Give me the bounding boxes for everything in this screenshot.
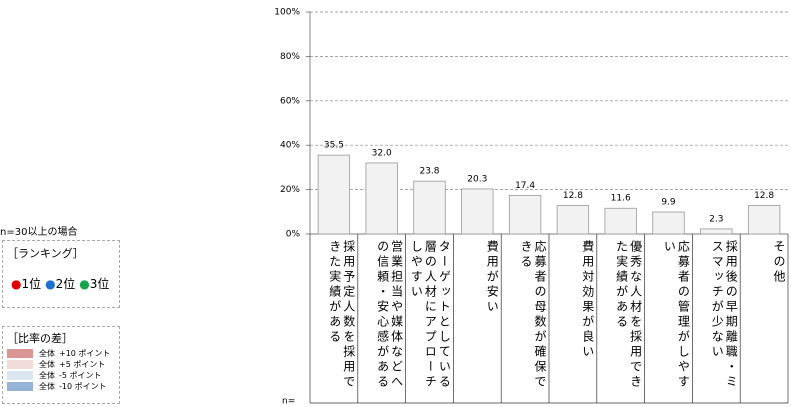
diff-row: 全体 +5 ポイント bbox=[7, 359, 119, 370]
note: n=30以上の場合 bbox=[0, 227, 78, 238]
value-label: 35.5 bbox=[324, 141, 344, 151]
bar bbox=[461, 188, 494, 235]
diff-swatch bbox=[7, 360, 33, 369]
n-label: n= bbox=[282, 397, 295, 407]
rank-dot: ● bbox=[79, 277, 90, 291]
x-tick-label: 採用後の早期離職・ミスマッチが少ない bbox=[710, 240, 739, 390]
value-label: 17.4 bbox=[515, 181, 535, 191]
diff-row: 全体 -5 ポイント bbox=[7, 370, 119, 381]
rank-label: 1位 bbox=[21, 277, 42, 291]
y-tick-label: 100% bbox=[274, 8, 300, 18]
y-tick-label: 80% bbox=[280, 52, 300, 62]
diff-label: +10 ポイント bbox=[59, 349, 111, 358]
x-tick-label: 応募者の管理がしやすい bbox=[662, 240, 691, 390]
x-tick-label: 採用予定人数を採用できた実績がある bbox=[327, 240, 356, 390]
bar bbox=[508, 194, 542, 235]
diff-label: +5 ポイント bbox=[59, 360, 106, 369]
bar bbox=[365, 162, 398, 235]
diff-row: 全体 +10 ポイント bbox=[7, 348, 119, 359]
ranking-items: ●1位 ●2位 ●3位 bbox=[11, 275, 119, 292]
y-tick-label: 40% bbox=[280, 141, 300, 151]
diff-base: 全体 bbox=[39, 371, 55, 380]
value-label: 12.8 bbox=[563, 191, 583, 201]
ranking-legend: ［ランキング］ ●1位 ●2位 ●3位 bbox=[2, 240, 120, 308]
diff-label: -5 ポイント bbox=[59, 371, 102, 380]
x-tick-label: その他 bbox=[771, 240, 786, 285]
bar bbox=[413, 180, 446, 235]
bar bbox=[556, 205, 590, 235]
value-label: 11.6 bbox=[611, 194, 631, 204]
x-tick-label: 優秀な人材を採用できた実績がある bbox=[614, 240, 643, 390]
rank-dot: ● bbox=[45, 277, 56, 291]
bar bbox=[700, 228, 733, 235]
y-tick-label: 20% bbox=[280, 185, 300, 195]
rank-dot: ● bbox=[11, 277, 22, 291]
y-tick-label: 60% bbox=[280, 96, 300, 106]
x-tick-label: 営業担当や媒体などへの信頼・安心感がある bbox=[375, 240, 404, 390]
diff-base: 全体 bbox=[39, 382, 55, 391]
bar bbox=[652, 211, 685, 235]
bar bbox=[747, 205, 781, 235]
value-label: 2.3 bbox=[709, 214, 723, 224]
diff-base: 全体 bbox=[39, 349, 55, 358]
bar bbox=[604, 207, 637, 235]
x-tick-label: ターゲットとしている層の人材にアプローチしやすい bbox=[409, 240, 452, 390]
diff-label: -10 ポイント bbox=[59, 382, 107, 391]
x-tick-label: 費用が安い bbox=[485, 240, 500, 315]
value-label: 12.8 bbox=[754, 191, 774, 201]
value-label: 32.0 bbox=[372, 148, 392, 158]
diff-title: ［比率の差］ bbox=[7, 332, 73, 345]
value-label: 20.3 bbox=[467, 174, 487, 184]
value-label: 23.8 bbox=[419, 167, 439, 177]
diff-swatch bbox=[7, 371, 33, 380]
rank-label: 2位 bbox=[55, 277, 76, 291]
diff-swatch bbox=[7, 349, 33, 358]
x-tick-label: 応募者の母数が確保できる bbox=[518, 240, 547, 390]
value-label: 9.9 bbox=[661, 198, 676, 208]
diff-swatch bbox=[7, 382, 33, 391]
diff-items: 全体 +10 ポイント 全体 +5 ポイント 全体 -5 ポイント 全体 -10 ポイント bbox=[3, 348, 119, 392]
ranking-title: ［ランキング］ bbox=[7, 247, 84, 260]
x-tick-label: 費用対効果が良い bbox=[580, 240, 595, 360]
diff-base: 全体 bbox=[39, 360, 55, 369]
y-tick-label: 0% bbox=[286, 230, 301, 240]
diff-row: 全体 -10 ポイント bbox=[7, 381, 119, 392]
rank-label: 3位 bbox=[89, 277, 110, 291]
bar bbox=[317, 154, 351, 235]
diff-legend: ［比率の差］ 全体 +10 ポイント 全体 +5 ポイント 全体 -5 ポイント 全体 -10… bbox=[2, 326, 120, 404]
